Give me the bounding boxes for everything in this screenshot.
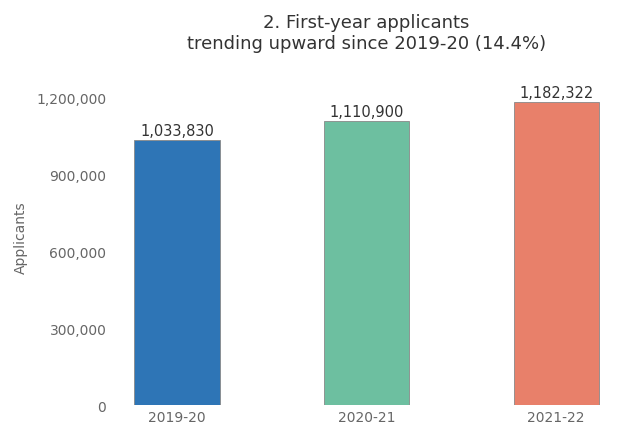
Bar: [324, 121, 410, 405]
Text: 1,110,900: 1,110,900: [329, 104, 404, 120]
Bar: [514, 103, 599, 405]
Y-axis label: Applicants: Applicants: [14, 201, 28, 273]
Text: 1,033,830: 1,033,830: [140, 124, 214, 139]
Bar: [134, 141, 220, 405]
Title: 2. First-year applicants
trending upward since 2019-20 (14.4%): 2. First-year applicants trending upward…: [187, 14, 546, 53]
Text: 1,182,322: 1,182,322: [519, 86, 593, 101]
